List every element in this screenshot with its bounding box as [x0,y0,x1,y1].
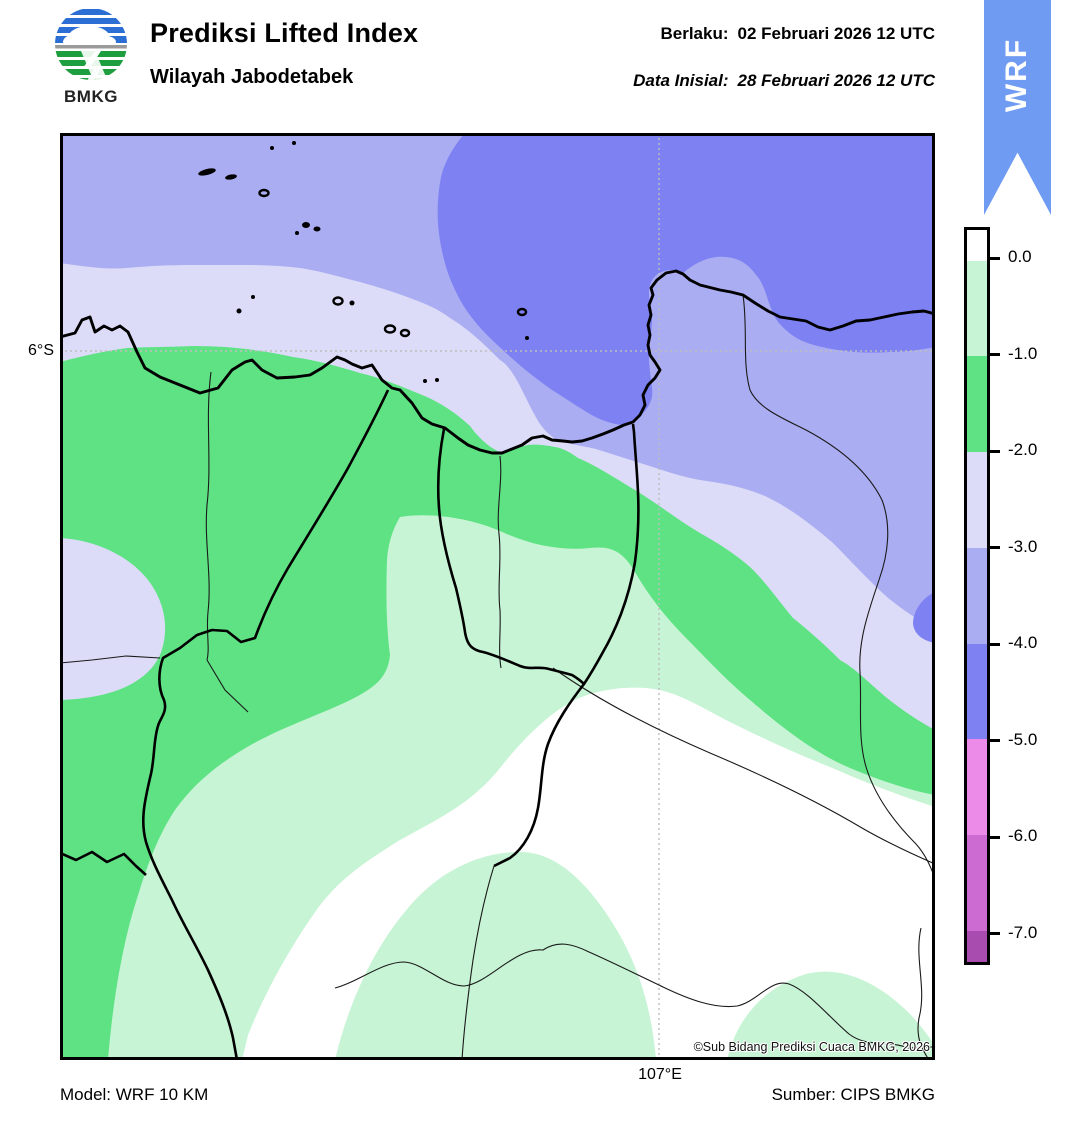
colorbar-segment [967,260,987,357]
band-mint-dome-2 [727,971,935,1060]
forecast-map [60,133,935,1060]
wrf-ribbon-label: WRF [1000,37,1034,113]
colorbar-segment [967,739,987,836]
valid-time: Berlaku: 02 Februari 2026 12 UTC [660,24,935,44]
colorbar-tick-label: -3.0 [1008,536,1038,556]
source-caption: Sumber: CIPS BMKG [771,1085,935,1104]
colorbar-tick [990,256,1000,260]
bmkg-logo-text: BMKG [64,87,118,106]
colorbar-segment [967,356,987,453]
latitude-label: 6°S [28,342,54,359]
band-mint-dome-1 [335,851,656,1060]
colorbar-tick-label: -2.0 [1008,440,1038,460]
bmkg-logo-icon [55,8,127,80]
bmkg-logo: BMKG [48,6,134,107]
colorbar-segment [967,835,987,931]
colorbar-segment [967,230,987,261]
model-caption: Model: WRF 10 KM [60,1085,209,1104]
colorbar-tick-label: 0.0 [1008,247,1032,266]
admin-boundaries-thin [60,294,935,1060]
colorbar [964,227,990,965]
colorbar-segment [967,643,987,740]
valid-time-value: 02 Februari 2026 12 UTC [737,24,935,43]
band-3-to-4 [60,133,935,630]
initial-data-label: Data Inisial: [633,71,729,90]
colorbar-ticks: 0.0 -1.0 -2.0 -3.0 -4.0 -5.0 -6.0 -7.0 [990,227,1068,965]
band-4-to-5 [437,133,935,425]
colorbar-tick [990,642,1000,646]
coastline [60,269,935,455]
colorbar-segment [967,930,987,962]
colorbar-tick-label: -6.0 [1008,826,1038,846]
colorbar-tick [990,739,1000,743]
page-title: Prediksi Lifted Index [150,18,419,48]
colorbar-segment [967,452,987,548]
islands [198,141,529,383]
map-border [60,133,935,1060]
initial-data-value: 28 Februari 2026 12 UTC [737,71,935,90]
colorbar-tick [990,932,1000,936]
colorbar-tick [990,546,1000,550]
colorbar-tick-label: -1.0 [1008,343,1038,363]
map-copyright: ©Sub Bidang Prediksi Cuaca BMKG, 2026 [693,1040,930,1054]
colorbar-tick [990,449,1000,453]
admin-boundaries-thick [60,389,640,1060]
colorbar-tick-label: -4.0 [1008,633,1038,653]
page-subtitle: Wilayah Jabodetabek [150,66,354,88]
wrf-ribbon: WRF [984,0,1051,215]
longitude-label: 107°E [638,1066,682,1083]
valid-time-label: Berlaku: [660,24,729,43]
colorbar-tick-label: -7.0 [1008,922,1038,942]
colorbar-tick-label: -5.0 [1008,729,1038,749]
colorbar-tick [990,835,1000,839]
colorbar-tick [990,353,1000,357]
band-blue-corner-wedge [913,592,935,643]
initial-data-time: Data Inisial: 28 Februari 2026 12 UTC [633,71,935,91]
colorbar-segments [967,230,987,962]
band-sw-lavender-blob [60,538,166,700]
graticule [60,133,935,1060]
colorbar-segment [967,547,987,644]
